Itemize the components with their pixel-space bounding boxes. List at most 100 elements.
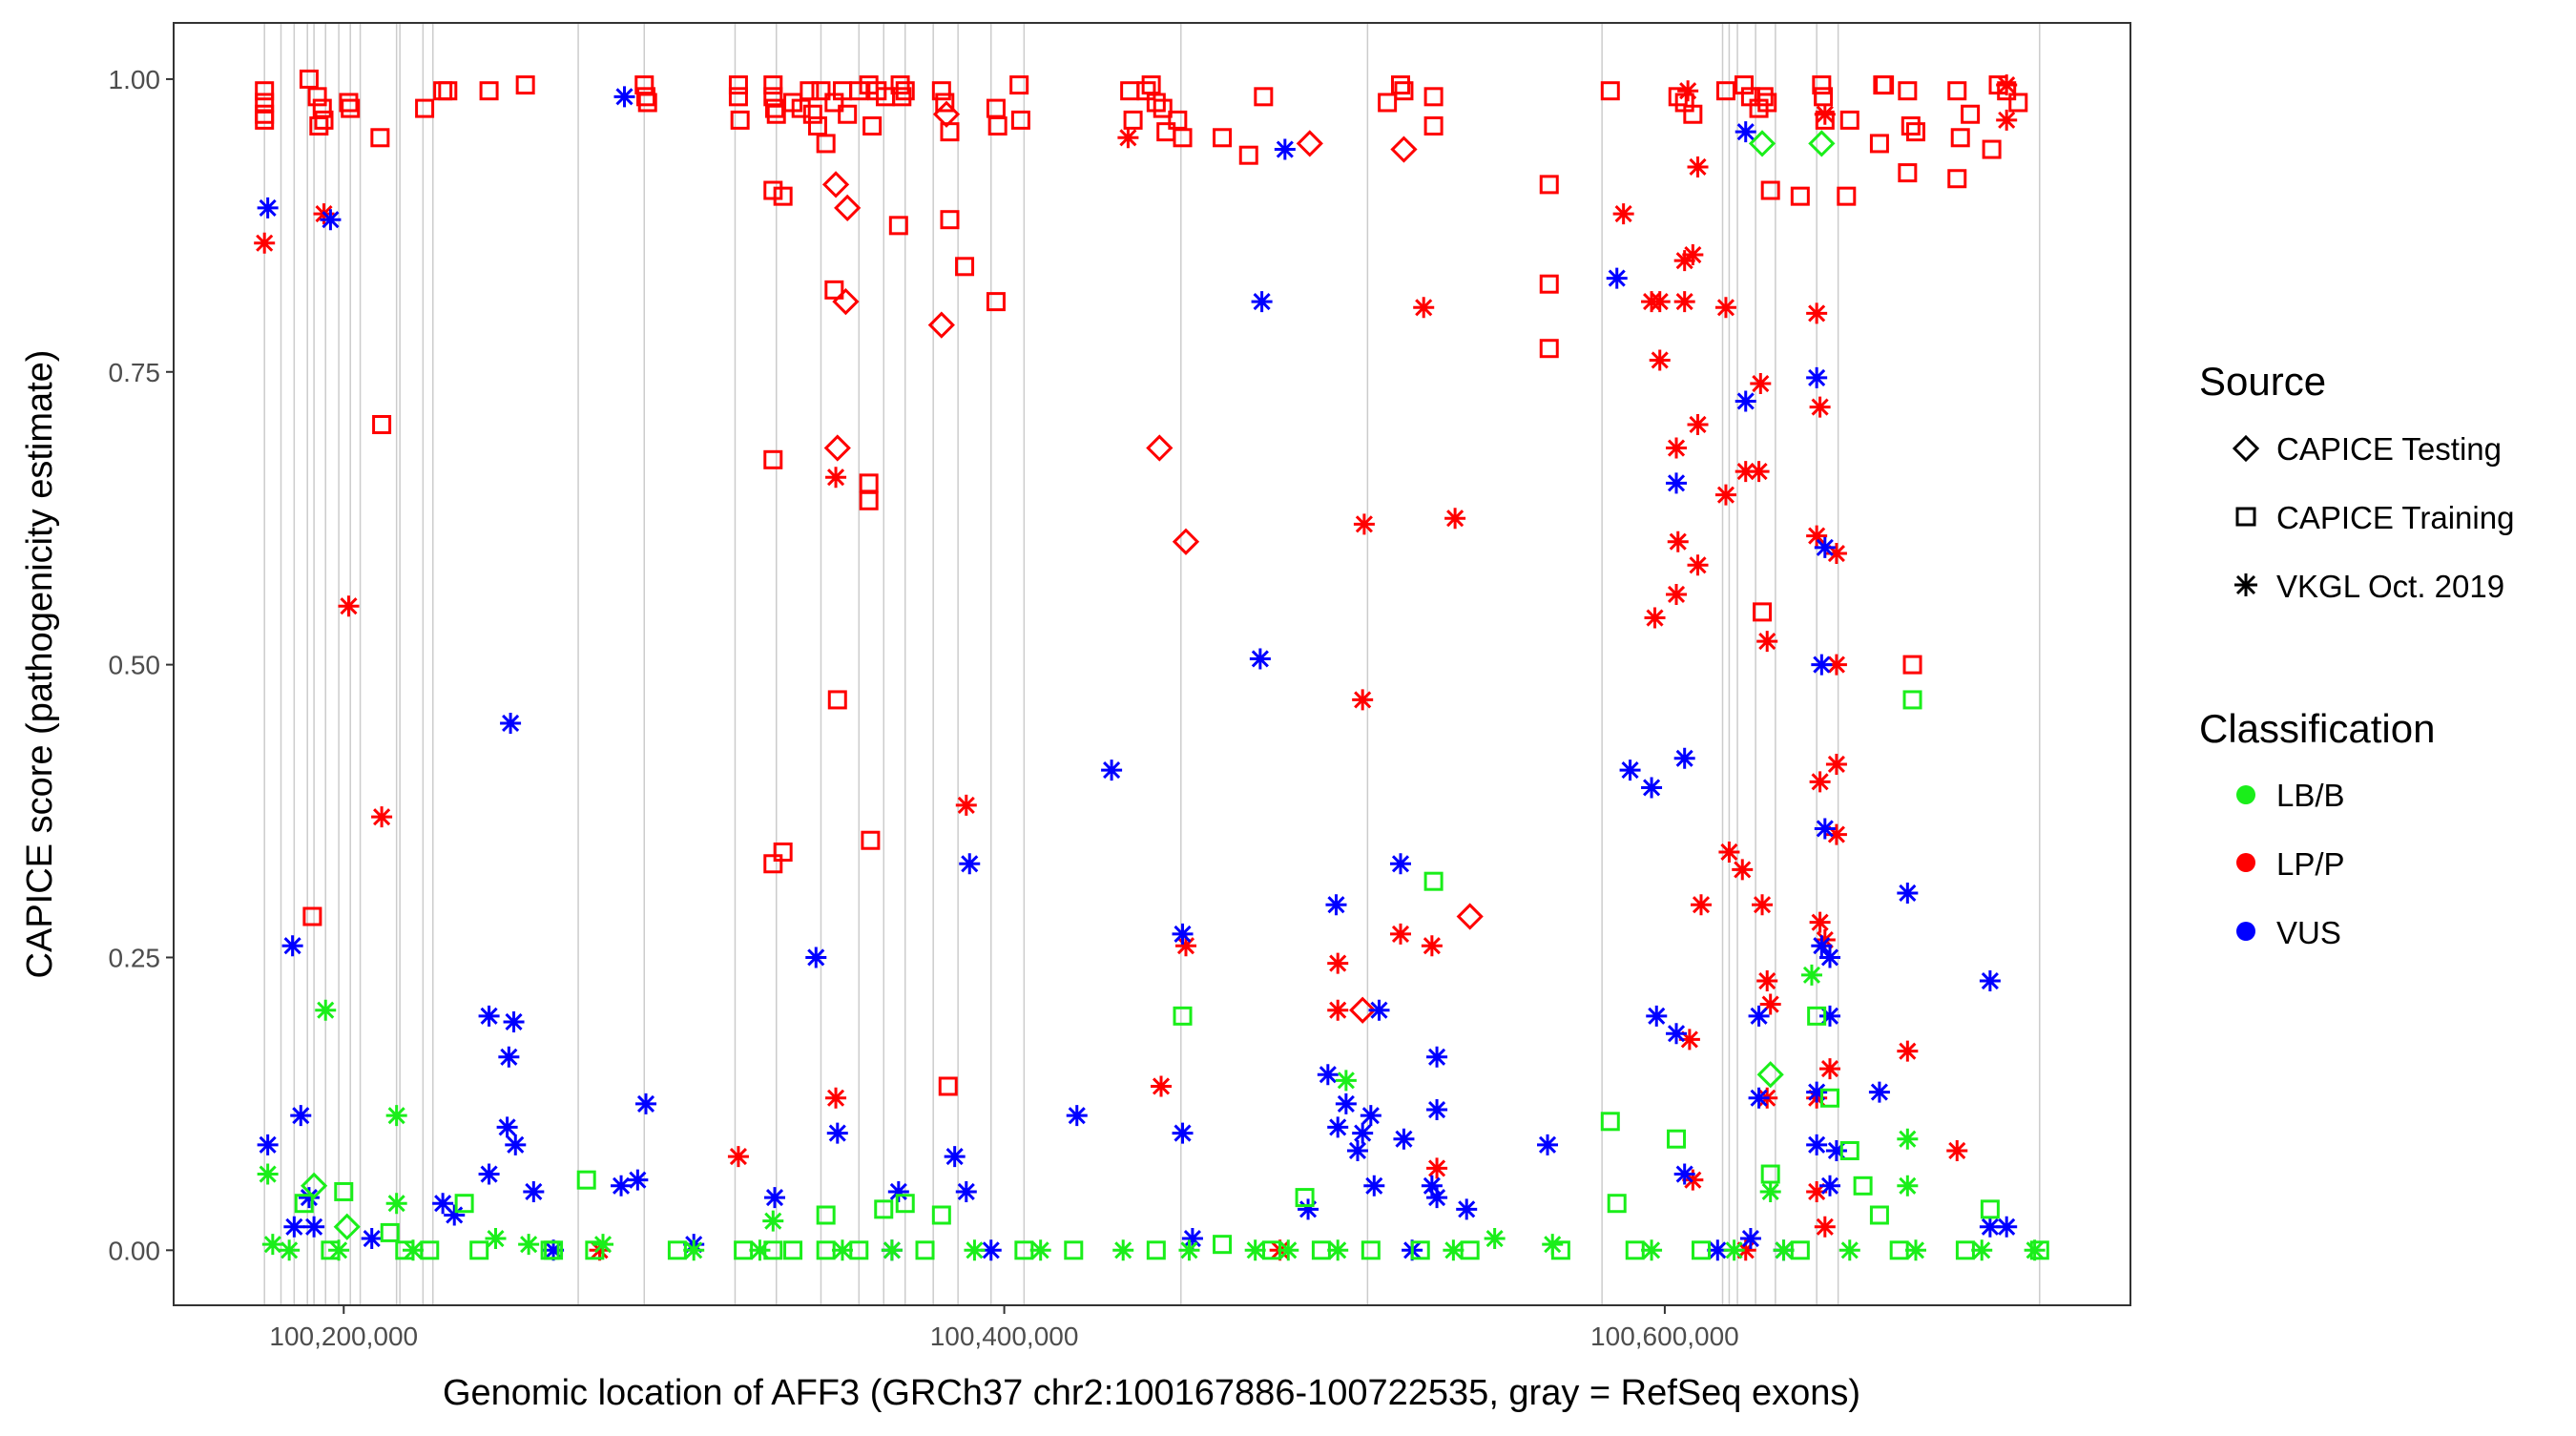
legend-item-vus: VUS <box>2276 915 2341 950</box>
point-asterisk <box>1178 1239 1200 1261</box>
point-square <box>895 1194 915 1214</box>
point-square <box>1394 81 1414 101</box>
point-square <box>766 104 786 124</box>
point-asterisk <box>257 1163 279 1185</box>
point-asterisk <box>1773 1239 1795 1261</box>
point-asterisk <box>1673 747 1695 769</box>
point-square <box>2008 93 2028 113</box>
point-square <box>773 186 793 206</box>
point-square <box>1902 655 1922 675</box>
point-asterisk <box>1687 554 1709 576</box>
point-asterisk <box>592 1234 614 1256</box>
point-asterisk <box>1818 1175 1840 1197</box>
point-square <box>636 87 656 107</box>
point-asterisk <box>1818 1005 1840 1027</box>
point-asterisk <box>1735 390 1756 412</box>
point-asterisk <box>1825 753 1847 775</box>
point-asterisk <box>1649 291 1671 313</box>
point-square <box>931 81 951 101</box>
point-asterisk <box>980 1239 1002 1261</box>
point-square <box>307 87 327 107</box>
point-asterisk <box>257 1134 279 1155</box>
point-asterisk <box>371 806 393 828</box>
point-asterisk <box>1673 250 1695 272</box>
point-square <box>1760 1164 1780 1184</box>
point-asterisk <box>1327 952 1349 974</box>
point-square <box>1173 1006 1193 1026</box>
point-asterisk <box>1413 297 1435 319</box>
point-asterisk <box>498 1046 520 1068</box>
point-square <box>1812 75 1832 95</box>
point-square <box>838 104 858 124</box>
point-square <box>380 1222 400 1242</box>
point-asterisk <box>1644 607 1666 629</box>
point-square <box>1173 128 1193 148</box>
point-square <box>1839 110 1859 130</box>
point-asterisk <box>385 1193 407 1215</box>
point-square <box>1423 116 1444 136</box>
point-asterisk <box>1946 1139 1968 1161</box>
point-square <box>1146 1240 1166 1260</box>
point-diamond <box>1808 130 1836 157</box>
point-square <box>1950 128 1970 148</box>
point-square <box>890 75 910 95</box>
point-diamond <box>927 311 955 339</box>
point-square <box>859 490 879 510</box>
point-asterisk <box>503 1010 525 1032</box>
point-asterisk <box>1066 1105 1088 1127</box>
point-asterisk <box>1353 513 1375 535</box>
point-asterisk <box>485 1228 507 1250</box>
point-asterisk <box>1327 1116 1349 1138</box>
y-tick-label: 0.25 <box>109 943 161 972</box>
point-square <box>824 280 844 300</box>
point-asterisk <box>298 1187 320 1209</box>
point-square <box>1120 81 1140 101</box>
point-asterisk <box>1335 1093 1357 1114</box>
point-asterisk <box>1251 291 1273 313</box>
point-asterisk <box>283 1216 305 1238</box>
point-asterisk <box>1979 1216 2001 1238</box>
point-square <box>1905 122 1925 142</box>
point-square <box>734 1240 754 1260</box>
point-asterisk <box>1752 894 1774 916</box>
point-square <box>1146 93 1166 113</box>
point-asterisk <box>1612 203 1634 225</box>
point-square <box>1460 1240 1480 1260</box>
point-asterisk <box>432 1193 454 1215</box>
point-asterisk <box>2024 1239 2046 1261</box>
point-asterisk <box>635 1093 657 1114</box>
point-square <box>1141 75 1161 95</box>
point-diamond <box>932 100 961 128</box>
point-square <box>1902 690 1922 710</box>
point-asterisk <box>1825 543 1847 565</box>
point-asterisk <box>1809 771 1831 793</box>
point-asterisk <box>1809 911 1831 933</box>
point-asterisk <box>1897 1128 1919 1150</box>
point-square <box>1947 169 1967 189</box>
point-square <box>986 98 1006 118</box>
point-asterisk <box>1673 291 1695 313</box>
point-square <box>1539 339 1559 359</box>
point-asterisk <box>505 1134 527 1155</box>
point-square <box>1010 110 1030 130</box>
point-asterisk <box>1649 349 1671 371</box>
point-asterisk <box>1174 935 1196 957</box>
point-square <box>728 87 748 107</box>
point-asterisk <box>385 1105 407 1127</box>
point-asterisk <box>1897 1175 1919 1197</box>
exon-lines <box>263 23 2041 1305</box>
point-square <box>576 1170 596 1190</box>
series-asterisk-lbb <box>257 964 2046 1261</box>
point-asterisk <box>1806 1180 1828 1202</box>
legend-dot-lbb <box>2236 785 2255 804</box>
point-asterisk <box>825 467 847 489</box>
point-asterisk <box>1732 859 1754 881</box>
point-asterisk <box>1542 1234 1564 1256</box>
point-square <box>341 98 361 118</box>
point-asterisk <box>1897 882 1919 904</box>
x-axis-title: Genomic location of AFF3 (GRCh37 chr2:10… <box>443 1373 1860 1413</box>
point-square <box>299 69 319 89</box>
point-asterisk <box>1687 156 1709 177</box>
point-square <box>1814 87 1834 107</box>
point-square <box>1390 75 1410 95</box>
